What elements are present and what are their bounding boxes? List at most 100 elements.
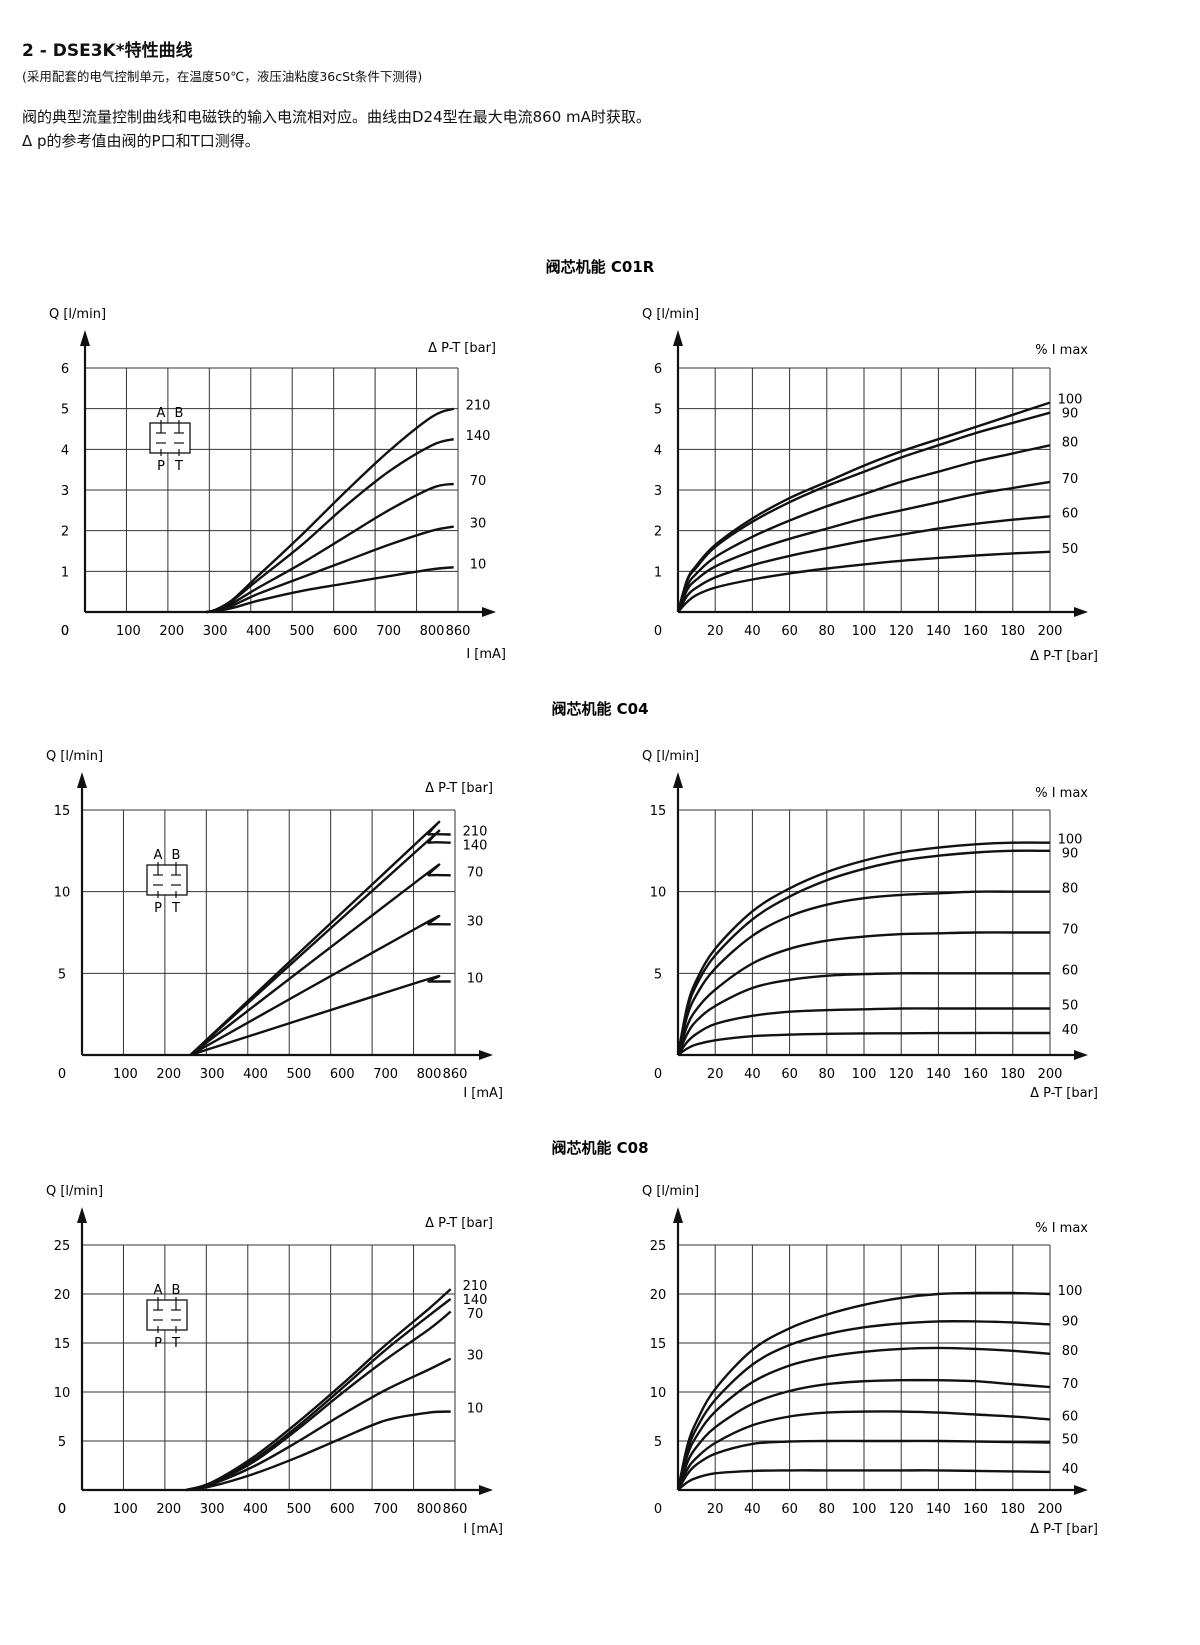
x-tick-label: 800 (420, 624, 445, 639)
series-line-50 (677, 550, 1051, 613)
y-axis-arrow (673, 772, 683, 788)
series-line-70 (189, 863, 451, 1056)
y-tick-label: 2 (61, 525, 69, 540)
y-axis-arrow (80, 330, 90, 346)
grid (82, 809, 456, 1055)
x-tick-label: 400 (243, 1067, 268, 1082)
series-line-80 (676, 890, 1050, 1056)
x-tick-label: 180 (1000, 1502, 1025, 1517)
x-tick-label: 120 (889, 624, 914, 639)
series-line-80 (676, 1346, 1051, 1491)
series-label-140: 140 (466, 429, 491, 444)
series-label-90: 90 (1062, 1314, 1079, 1329)
x-tick-label: 140 (926, 1502, 951, 1517)
section-title-c04: 阀芯机能 C04 (551, 700, 648, 718)
y-tick-label: 15 (54, 804, 71, 819)
port-label-t: T (171, 1336, 180, 1351)
x-tick-label: 100 (852, 1067, 877, 1082)
series-label-40: 40 (1062, 1023, 1079, 1038)
series-label-80: 80 (1062, 1344, 1079, 1359)
valve-symbol: A B P T (146, 848, 188, 916)
chart-2: 0 20 40 60 80 100 120 140 160 180 200 1 2 3 4 5 6 Q [l/mi… (642, 307, 1098, 664)
y-tick-label: 1 (61, 565, 69, 580)
x-tick-label: 400 (243, 1502, 268, 1517)
y-tick-label: 5 (654, 403, 662, 418)
y-tick-label: 2 (654, 525, 662, 540)
section-title-c01r: 阀芯机能 C01R (546, 258, 655, 276)
series-line-50 (676, 1439, 1051, 1491)
series-label-30: 30 (467, 914, 484, 929)
x-tick-label: 700 (373, 1067, 398, 1082)
x-axis-arrow (1074, 1485, 1088, 1495)
test-conditions-note: (采用配套的电气控制单元，在温度50℃，液压油粘度36cSt条件下测得) (22, 69, 423, 84)
x-tick-label: 0 (654, 624, 662, 639)
series-label-100: 100 (1058, 1284, 1083, 1299)
series-line-50 (677, 1007, 1050, 1056)
legend-title: Δ P-T [bar] (425, 781, 493, 796)
series-line-80 (676, 444, 1051, 613)
x-tick-label: 800 (417, 1067, 442, 1082)
series-line-100 (676, 1291, 1051, 1491)
y-tick-label: 15 (650, 1337, 667, 1352)
series-line-70 (676, 480, 1051, 613)
series-label-90: 90 (1062, 847, 1079, 862)
y-tick-label: 15 (54, 1337, 71, 1352)
x-axis-arrow (479, 1050, 493, 1060)
x-tick-label: 500 (289, 624, 314, 639)
series-label-60: 60 (1062, 963, 1079, 978)
y-axis-label: Q [l/min] (46, 749, 103, 764)
x-tick-label: 400 (246, 624, 271, 639)
port-label-p: P (154, 901, 162, 916)
port-label-t: T (174, 459, 183, 474)
y-tick-label: 4 (61, 443, 69, 458)
x-tick-label: 300 (203, 624, 228, 639)
x-axis-label: Δ P-T [bar] (1030, 1086, 1098, 1101)
valve-symbol-box (146, 1299, 188, 1331)
series-line-210 (189, 820, 451, 1056)
series-label-210: 210 (466, 399, 491, 414)
port-label-p: P (154, 1336, 162, 1351)
port-label-b: B (172, 848, 181, 863)
series-line-30 (185, 1357, 452, 1492)
y-axis-label: Q [l/min] (642, 307, 699, 322)
y-tick-label: 5 (58, 967, 66, 982)
legend-title: Δ P-T [bar] (425, 1216, 493, 1231)
y-tick-label: 25 (54, 1239, 71, 1254)
series-label-60: 60 (1062, 506, 1079, 521)
y-axis-label: Q [l/min] (49, 307, 106, 322)
x-axis-arrow (1074, 1050, 1088, 1060)
y-tick-label: 10 (54, 886, 71, 901)
y-tick-label: 6 (654, 362, 662, 377)
series-line-100 (676, 401, 1051, 613)
y-tick-label: 15 (650, 804, 667, 819)
x-tick-label: 120 (889, 1067, 914, 1082)
x-tick-label: 80 (819, 624, 836, 639)
y-tick-label: 10 (650, 886, 667, 901)
series-label-140: 140 (463, 1293, 488, 1308)
y-tick-label: 10 (650, 1386, 667, 1401)
series-line-90 (676, 849, 1051, 1056)
series-line-40 (677, 1469, 1051, 1491)
legend-title: % I max (1035, 786, 1088, 801)
x-axis-arrow (479, 1485, 493, 1495)
series-label-30: 30 (470, 517, 487, 532)
grid (85, 367, 459, 612)
y-tick-label: 0 (61, 624, 69, 639)
y-tick-label: 20 (650, 1288, 667, 1303)
description-paragraph-2: Δ p的参考值由阀的P口和T口测得。 (22, 132, 260, 150)
y-tick-label: 3 (61, 484, 69, 499)
x-tick-label: 180 (1000, 624, 1025, 639)
x-tick-label: 0 (58, 1067, 66, 1082)
x-tick-label: 200 (159, 624, 184, 639)
x-tick-label: 160 (963, 1067, 988, 1082)
series-line-10 (206, 566, 454, 614)
chart-6: 0 20 40 60 80 100 120 140 160 180 200 5 10 15 20 25 Q [l… (642, 1184, 1098, 1537)
valve-symbol-box (146, 864, 188, 896)
x-tick-label: 100 (116, 624, 141, 639)
x-tick-label: 860 (443, 1502, 468, 1517)
y-axis-arrow (77, 1207, 87, 1223)
x-tick-label: 60 (781, 1502, 798, 1517)
y-tick-label: 5 (61, 403, 69, 418)
series-label-100: 100 (1058, 833, 1083, 848)
